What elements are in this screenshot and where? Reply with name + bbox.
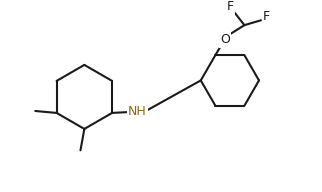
Text: O: O: [220, 33, 230, 46]
Text: NH: NH: [128, 105, 147, 118]
Text: F: F: [263, 10, 270, 23]
Text: F: F: [226, 0, 233, 13]
